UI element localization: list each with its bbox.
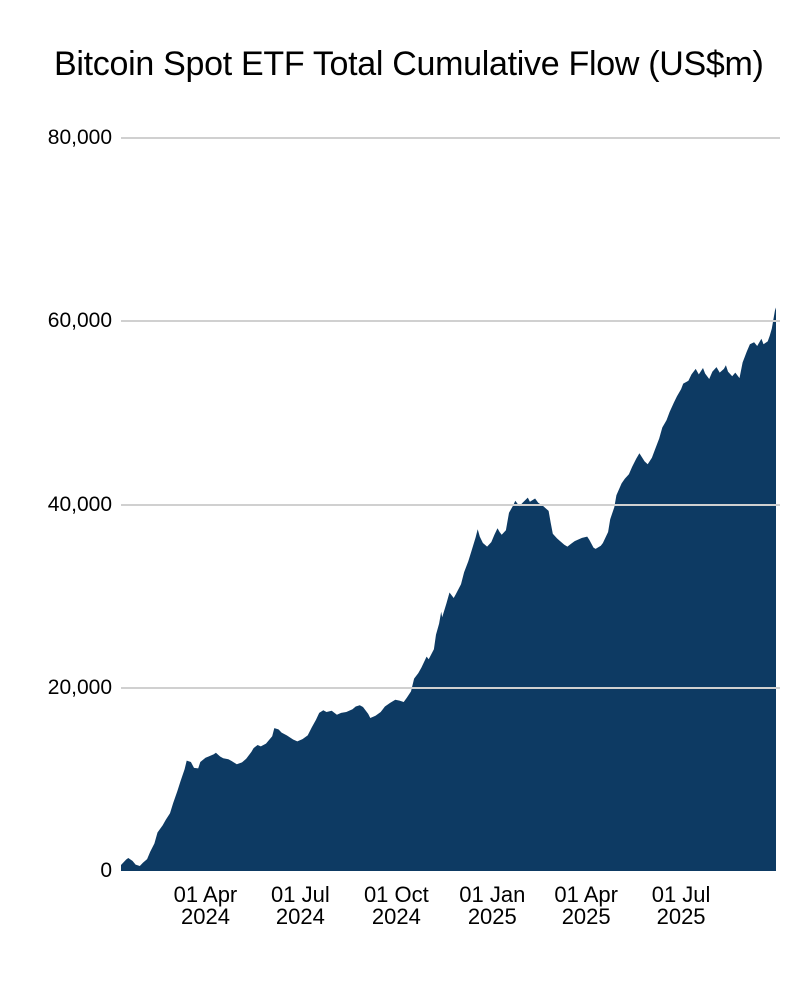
chart-title: Bitcoin Spot ETF Total Cumulative Flow (… [54, 45, 764, 83]
x-tick-line2: 2025 [656, 904, 706, 929]
x-tick-label-01-Jan-2025: 01 Jan 2025 [437, 884, 547, 928]
x-tick-label-01-Jul-2024: 01 Jul 2024 [245, 884, 355, 928]
x-tick-line2: 2024 [371, 904, 421, 929]
cumulative-flow-area [121, 307, 776, 871]
y-tick-label-0: 0 [100, 859, 112, 882]
x-tick-line1: 01 Jul [271, 882, 330, 907]
x-tick-line2: 2025 [561, 904, 611, 929]
gridline-60000 [121, 320, 780, 323]
x-tick-line1: 01 Jan [459, 882, 526, 907]
x-tick-line1: 01 Apr [554, 882, 618, 907]
y-tick-label-80000: 80,000 [47, 126, 112, 149]
x-tick-line1: 01 Jul [651, 882, 711, 907]
gridline-20000 [121, 686, 780, 689]
x-tick-label-01-Jul-2025: 01 Jul 2025 [626, 884, 736, 928]
y-tick-label-60000: 60,000 [47, 309, 112, 333]
x-tick-label-01-Oct-2024: 01 Oct 2024 [341, 884, 451, 928]
x-tick-label-01-Apr-2025: 01 Apr 2025 [531, 884, 641, 928]
x-tick-line2: 2024 [180, 904, 230, 929]
x-tick-line1: 01 Apr [173, 882, 238, 907]
x-tick-line1: 01 Oct [363, 882, 429, 907]
x-tick-line2: 2025 [467, 904, 517, 929]
y-tick-label-40000: 40,000 [47, 492, 112, 516]
x-tick-line2: 2024 [275, 904, 325, 929]
gridline-40000 [121, 503, 780, 506]
y-tick-label-20000: 20,000 [47, 675, 112, 699]
x-tick-label-01-Apr-2024: 01 Apr 2024 [150, 884, 260, 928]
gridline-80000 [121, 137, 780, 139]
